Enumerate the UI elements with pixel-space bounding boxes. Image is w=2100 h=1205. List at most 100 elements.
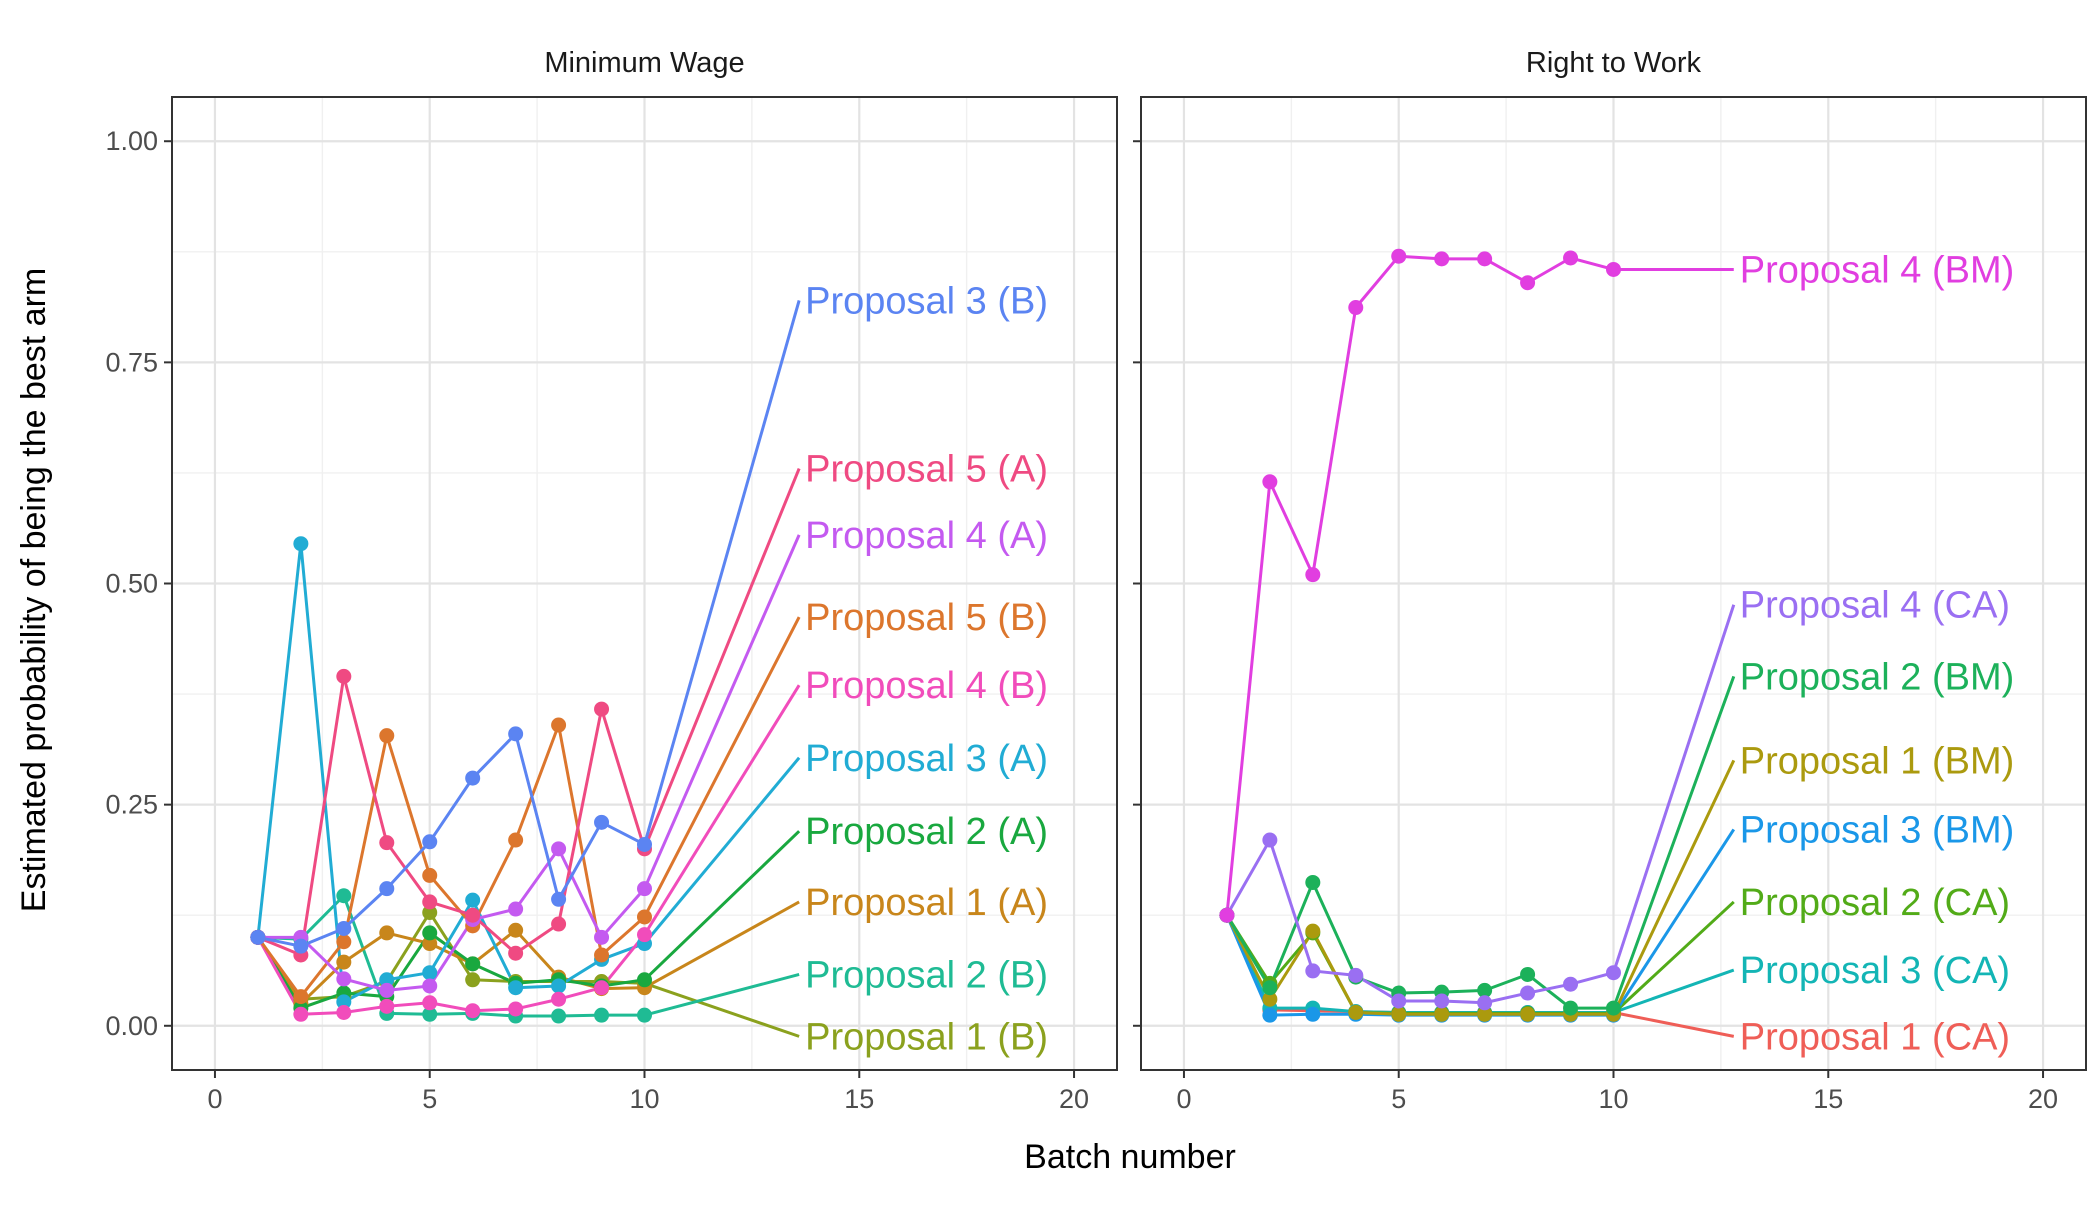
data-point [465,956,481,972]
series-line [1225,914,1614,1016]
data-point [1477,251,1493,267]
data-point [1606,965,1621,981]
label-connector [1612,675,1736,1009]
data-point [1262,832,1278,848]
data-point [551,978,567,994]
data-point [1391,248,1407,264]
data-point [508,945,524,961]
data-point [1262,1007,1278,1023]
data-point [1434,251,1450,267]
series-label: Proposal 3 (CA) [1740,950,2010,992]
data-point [1348,300,1364,316]
x-tick-label: 15 [844,1084,874,1114]
data-point [422,905,438,921]
series-line [256,933,646,1016]
data-point [1520,966,1536,982]
x-tick-label: 10 [1598,1084,1628,1114]
series-label: Proposal 2 (CA) [1740,882,2010,924]
data-point [465,770,481,786]
x-tick-label: 20 [2028,1084,2058,1114]
series-label: Proposal 4 (CA) [1740,585,2010,627]
y-axis-label: Estimated probability of being the best … [15,268,53,912]
label-connector [643,300,801,845]
data-point [637,972,652,988]
data-point [1305,874,1321,890]
panel-title: Right to Work [1526,47,1702,79]
panel-1: Minimum Wage 0 5 10 15 20 0.00 0.25 0.50 0.75 1.00… [105,47,1118,1114]
data-point [1477,1006,1493,1022]
data-point [1262,474,1278,490]
data-point [551,891,567,907]
data-point [1434,993,1450,1009]
panels: Minimum Wage 0 5 10 15 20 0.00 0.25 0.50 0.75 1.00… [105,47,2087,1114]
series-line [1225,254,1614,916]
data-point [594,947,610,963]
label-connector [643,830,801,981]
data-point [1563,1000,1579,1016]
x-axis-label: Batch number [1024,1138,1236,1176]
series-line [1225,838,1614,1005]
data-point [465,972,481,988]
data-point [1477,995,1493,1011]
data-point [336,994,352,1010]
data-point [637,881,652,897]
data-point [508,832,524,848]
data-point [336,668,352,684]
series-line [257,894,645,1018]
data-point [379,972,395,988]
data-point [379,728,395,744]
label-connector [643,616,801,918]
series-label: Proposal 2 (A) [805,811,1048,853]
data-point [379,925,395,941]
series-label: Proposal 4 (A) [805,515,1048,557]
data-point [1305,567,1321,583]
data-point [1262,991,1278,1007]
data-point [379,881,395,897]
series-label: Proposal 1 (A) [805,882,1048,924]
label-connector [643,534,801,890]
y-tick-label: 0.00 [105,1011,158,1041]
data-point [594,701,610,717]
data-point [336,920,352,936]
data-point [551,841,567,857]
series-line [256,723,646,999]
data-point [422,965,438,981]
series-label: Proposal 1 (BM) [1740,740,2015,782]
data-point [1391,1006,1407,1022]
data-point [594,814,610,830]
data-point [293,1006,309,1022]
data-point [1348,967,1364,983]
x-tick-label: 15 [1813,1084,1843,1114]
x-tick-label: 5 [422,1084,437,1114]
data-point [336,888,352,904]
y-tick-label: 0.25 [105,790,158,820]
data-point [1348,1005,1364,1021]
y-tick-label: 0.50 [105,569,158,599]
series-line [257,674,646,957]
label-connector [643,900,800,990]
label-connector [644,973,800,1017]
data-point [1262,980,1278,996]
series-label: Proposal 2 (BM) [1740,656,2015,698]
series-label: Proposal 3 (BM) [1740,809,2015,851]
data-point [508,1001,524,1017]
x-tick-label: 20 [1059,1084,1089,1114]
data-point [637,1007,652,1023]
data-point [336,1005,352,1021]
series-label: Proposal 5 (B) [805,597,1048,639]
data-point [1520,985,1536,1001]
data-point [551,1008,567,1024]
data-point [637,909,652,925]
data-point [379,835,395,851]
data-point [1606,1000,1621,1016]
label-connector [1613,1011,1735,1038]
data-point [336,954,352,970]
data-point [508,726,524,742]
data-point [422,867,438,883]
data-point [250,929,266,945]
data-point [465,907,481,923]
data-point [1477,982,1493,998]
data-point [1520,275,1536,291]
